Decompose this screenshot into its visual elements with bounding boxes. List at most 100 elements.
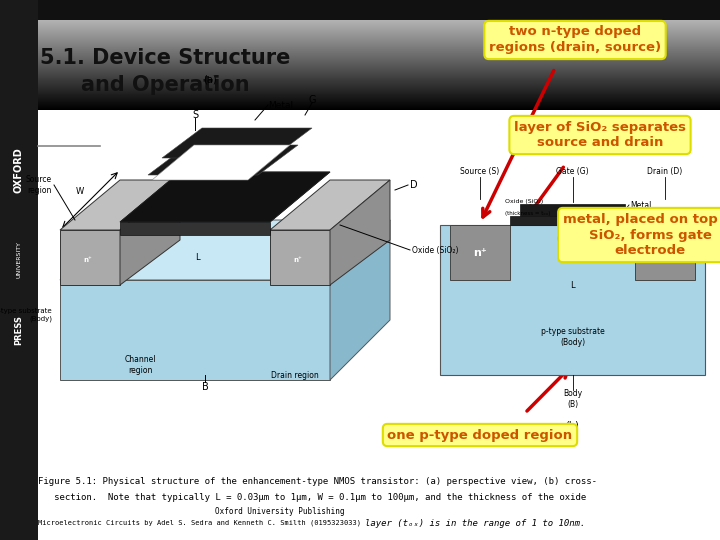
Bar bbox=[38, 86, 720, 87]
Text: Oxide (SiO₂): Oxide (SiO₂) bbox=[412, 246, 459, 254]
Bar bbox=[38, 15, 720, 16]
Bar bbox=[38, 29, 720, 30]
Bar bbox=[38, 60, 720, 61]
Bar bbox=[38, 68, 720, 69]
Bar bbox=[38, 69, 720, 70]
Polygon shape bbox=[120, 222, 270, 235]
Bar bbox=[38, 18, 720, 19]
Text: p-type substrate
(Body): p-type substrate (Body) bbox=[0, 308, 52, 322]
Bar bbox=[38, 76, 720, 77]
Bar bbox=[38, 63, 720, 64]
Text: Channel
region: Channel region bbox=[125, 355, 156, 375]
Bar bbox=[38, 110, 720, 470]
Bar bbox=[38, 90, 720, 91]
Bar bbox=[38, 64, 720, 65]
Bar bbox=[38, 21, 720, 22]
Bar bbox=[38, 48, 720, 49]
Text: one p-type doped region: one p-type doped region bbox=[387, 429, 572, 442]
Text: Drain (D): Drain (D) bbox=[647, 167, 683, 176]
Bar bbox=[38, 102, 720, 103]
Bar bbox=[38, 74, 720, 75]
Bar bbox=[635, 225, 695, 280]
Polygon shape bbox=[120, 180, 180, 285]
Bar bbox=[38, 65, 720, 66]
Bar bbox=[38, 20, 720, 21]
Bar bbox=[38, 39, 720, 40]
Polygon shape bbox=[270, 180, 390, 230]
Bar bbox=[38, 2, 720, 3]
Bar bbox=[38, 94, 720, 95]
Text: Oxford University Publishing: Oxford University Publishing bbox=[215, 507, 345, 516]
Text: W: W bbox=[76, 187, 84, 197]
Bar bbox=[38, 11, 720, 12]
Text: p-type substrate
(Body): p-type substrate (Body) bbox=[541, 327, 604, 347]
Bar bbox=[38, 78, 720, 79]
Text: Source (S): Source (S) bbox=[460, 167, 500, 176]
Text: Gate (G): Gate (G) bbox=[556, 167, 589, 176]
Bar bbox=[38, 50, 720, 51]
Polygon shape bbox=[330, 220, 390, 380]
Bar bbox=[38, 31, 720, 32]
Bar bbox=[38, 85, 720, 86]
Bar bbox=[38, 1, 720, 2]
Bar bbox=[520, 204, 625, 216]
Bar bbox=[38, 47, 720, 48]
Bar bbox=[38, 66, 720, 67]
Bar bbox=[38, 49, 720, 50]
Bar bbox=[38, 35, 720, 36]
Text: L: L bbox=[570, 281, 575, 291]
Bar bbox=[38, 99, 720, 100]
Text: S: S bbox=[192, 110, 198, 120]
Bar bbox=[38, 62, 720, 63]
Bar bbox=[38, 25, 720, 26]
Text: layer of SiO₂ separates
source and drain: layer of SiO₂ separates source and drain bbox=[514, 120, 686, 150]
Text: Metal: Metal bbox=[268, 100, 293, 110]
Text: L: L bbox=[194, 253, 199, 261]
Bar bbox=[38, 36, 720, 37]
Bar bbox=[0, 0, 38, 540]
Bar bbox=[38, 61, 720, 62]
Text: (a): (a) bbox=[203, 75, 217, 85]
Bar bbox=[450, 225, 510, 280]
Bar bbox=[38, 81, 720, 82]
Bar bbox=[38, 75, 720, 76]
Bar bbox=[38, 106, 720, 107]
Text: n⁺: n⁺ bbox=[294, 257, 302, 263]
Polygon shape bbox=[60, 230, 120, 285]
Bar bbox=[38, 17, 720, 18]
Bar bbox=[38, 92, 720, 93]
Text: n⁺: n⁺ bbox=[84, 257, 92, 263]
Bar bbox=[38, 40, 720, 41]
Bar bbox=[38, 12, 720, 13]
Bar bbox=[38, 42, 720, 43]
Bar bbox=[38, 57, 720, 58]
Text: n⁺: n⁺ bbox=[473, 247, 487, 258]
Bar bbox=[38, 70, 720, 71]
Bar bbox=[38, 105, 720, 106]
Text: (b): (b) bbox=[566, 420, 580, 430]
Bar bbox=[38, 52, 720, 53]
Bar bbox=[38, 16, 720, 17]
Text: Oxide (SiO₂): Oxide (SiO₂) bbox=[505, 199, 544, 205]
Bar bbox=[38, 33, 720, 34]
Bar bbox=[38, 44, 720, 45]
Text: two n-type doped
regions (drain, source): two n-type doped regions (drain, source) bbox=[489, 25, 661, 55]
Bar bbox=[38, 30, 720, 31]
Bar bbox=[38, 37, 720, 38]
Bar bbox=[38, 89, 720, 90]
Bar bbox=[38, 23, 720, 24]
Polygon shape bbox=[152, 145, 290, 180]
Bar bbox=[38, 53, 720, 54]
Bar bbox=[38, 45, 720, 46]
Bar bbox=[38, 0, 720, 20]
Text: Channel
region: Channel region bbox=[557, 235, 588, 254]
Bar bbox=[38, 100, 720, 101]
Bar bbox=[38, 101, 720, 102]
Polygon shape bbox=[270, 230, 330, 285]
Bar bbox=[38, 32, 720, 33]
Bar bbox=[38, 41, 720, 42]
Bar bbox=[38, 19, 720, 20]
Bar bbox=[38, 107, 720, 108]
Bar bbox=[38, 84, 720, 85]
Bar bbox=[38, 108, 720, 109]
